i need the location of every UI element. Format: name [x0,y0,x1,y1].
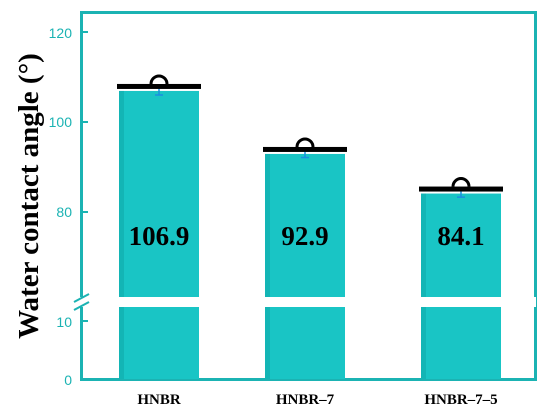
water-droplet-icon [149,74,169,85]
y-tick-label: 10 [56,314,72,330]
y-tick-label: 120 [49,25,73,41]
data-label: 92.9 [281,221,328,251]
y-tick-label: 0 [64,372,72,388]
y-tick-label: 100 [49,114,73,130]
bar [119,90,199,379]
bar [421,193,501,379]
axis-break [73,293,536,311]
bar-shade [421,193,426,379]
data-label: 106.9 [129,221,190,251]
y-axis-title: Water contact angle (°) [13,53,45,339]
bars: 106.9 92.9 84.1 [117,74,503,379]
y-tick-label: 80 [56,204,72,220]
substrate-cap [419,186,503,192]
bar [265,153,345,379]
x-tick-label: HNBR [137,392,181,408]
water-droplet-icon [295,137,315,148]
bar-shade [119,90,124,379]
y-ticks [81,31,88,380]
substrate-cap [263,146,347,152]
x-tick-label: HNBR–7 [276,392,335,408]
water-droplet-icon [451,177,471,187]
data-label: 84.1 [437,221,484,251]
bar-shade [265,153,270,379]
substrate-cap [117,83,201,89]
x-tick-label: HNBR–7–5 [424,392,497,408]
plot-frame [80,11,537,381]
